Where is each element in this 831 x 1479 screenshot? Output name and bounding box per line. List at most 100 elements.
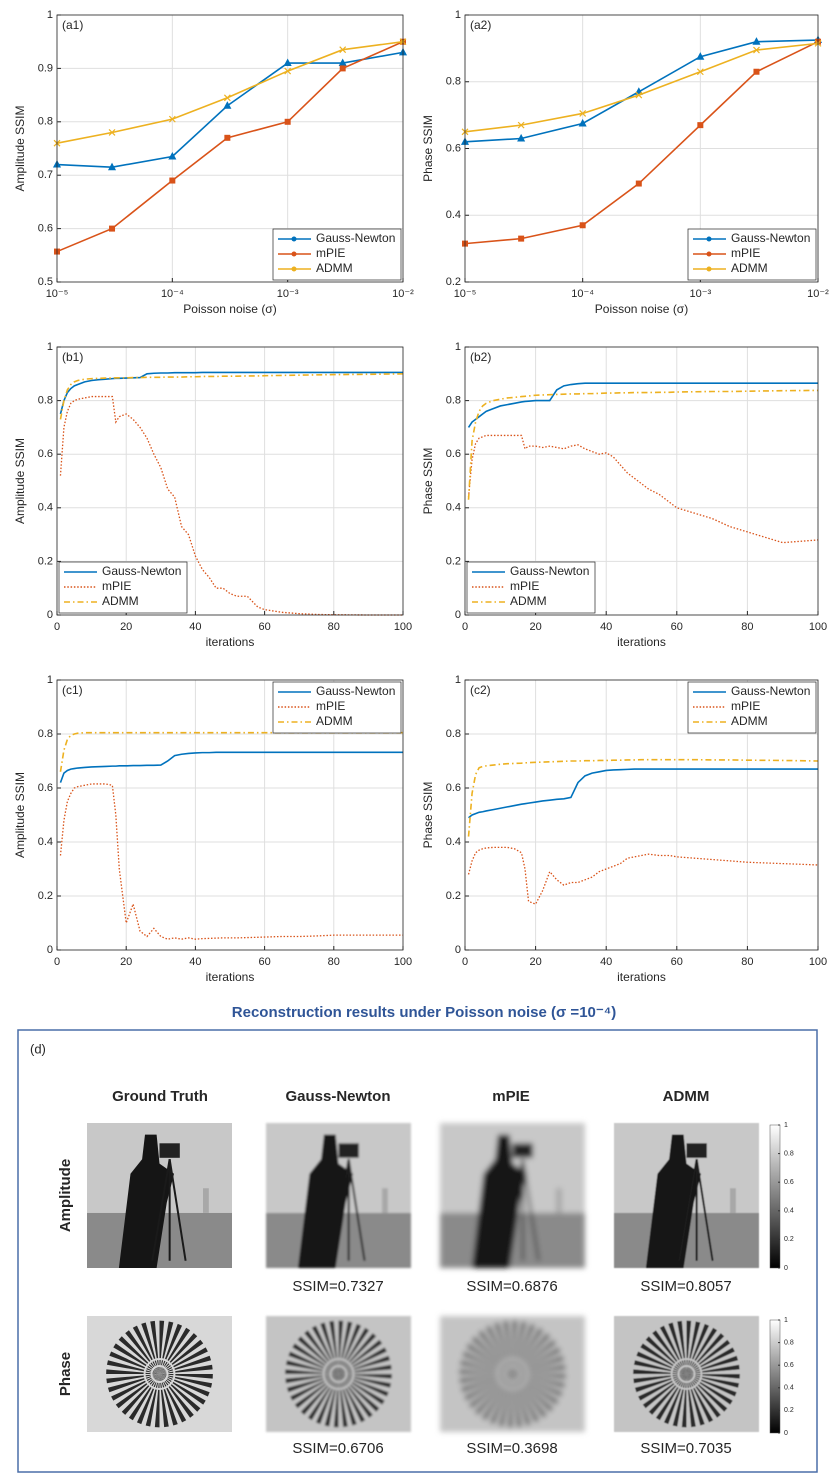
x-tick-label: 80 xyxy=(741,956,753,968)
spoke xyxy=(459,1360,513,1374)
spoke xyxy=(466,1343,513,1374)
legend-label: ADMM xyxy=(510,594,547,608)
spoke xyxy=(686,1323,710,1374)
legend-label: mPIE xyxy=(731,699,760,713)
x-tick-label: 0 xyxy=(54,956,60,968)
spoke xyxy=(686,1327,718,1374)
spoke xyxy=(459,1374,513,1384)
spoke xyxy=(633,1369,687,1374)
marker xyxy=(517,121,525,129)
legend-marker xyxy=(291,266,297,272)
spoke xyxy=(300,1374,339,1415)
marker xyxy=(578,118,587,127)
x-tick-label: 10⁻⁵ xyxy=(454,288,477,300)
spoke xyxy=(159,1374,213,1379)
amplitude-image xyxy=(614,1123,759,1268)
column-header: Ground Truth xyxy=(112,1088,208,1105)
x-tick-label: 80 xyxy=(328,621,340,633)
y-tick-label: 0.8 xyxy=(38,395,53,407)
x-tick-label: 20 xyxy=(120,621,132,633)
legend-label: mPIE xyxy=(316,246,345,260)
y-tick-label: 0 xyxy=(47,944,53,956)
spoke xyxy=(338,1374,392,1379)
x-tick-label: 60 xyxy=(258,956,270,968)
spoke xyxy=(121,1374,160,1415)
series-line xyxy=(467,758,819,837)
spoke xyxy=(659,1325,687,1374)
spoke xyxy=(648,1374,687,1415)
spoke xyxy=(141,1322,160,1374)
spoke xyxy=(324,1374,339,1427)
x-tick-label: 10⁻⁵ xyxy=(46,288,69,300)
legend-label: ADMM xyxy=(731,714,768,728)
x-axis-label: iterations xyxy=(206,635,255,649)
spoke xyxy=(686,1374,721,1418)
series-line xyxy=(59,373,404,420)
spoke xyxy=(512,1374,566,1388)
spoke xyxy=(320,1322,339,1374)
ring xyxy=(503,1364,522,1384)
marker xyxy=(223,94,231,102)
camera xyxy=(338,1143,359,1158)
spoke xyxy=(478,1330,513,1374)
x-tick-label: 40 xyxy=(189,956,201,968)
colorbar-tick-label: 0.6 xyxy=(784,1179,794,1186)
spoke xyxy=(485,1325,513,1374)
legend-label: ADMM xyxy=(316,714,353,728)
x-tick-label: 80 xyxy=(328,956,340,968)
legend xyxy=(272,681,402,734)
y-tick-label: 0.2 xyxy=(38,555,53,567)
y-tick-label: 0.2 xyxy=(446,890,461,902)
spoke xyxy=(286,1374,339,1393)
spoke xyxy=(686,1374,740,1388)
spoke xyxy=(338,1323,362,1374)
x-axis-label: iterations xyxy=(617,635,666,649)
plot-frame xyxy=(464,14,819,283)
spoke xyxy=(115,1374,160,1409)
x-tick-label: 20 xyxy=(120,956,132,968)
spoke xyxy=(294,1374,339,1409)
spoke xyxy=(512,1364,566,1374)
y-tick-label: 0 xyxy=(455,944,461,956)
legend xyxy=(687,681,817,734)
spoke xyxy=(677,1320,687,1374)
x-tick-label: 100 xyxy=(394,956,412,968)
spoke xyxy=(159,1339,204,1374)
building xyxy=(556,1188,562,1213)
ssim-label: SSIM=0.7035 xyxy=(640,1440,731,1457)
spoke xyxy=(512,1347,561,1374)
spoke xyxy=(512,1333,551,1374)
column-header: Gauss-Newton xyxy=(285,1088,390,1105)
tripod xyxy=(330,1159,350,1261)
spoke xyxy=(285,1374,339,1384)
spoke xyxy=(136,1374,160,1425)
ssim-label: SSIM=0.6876 xyxy=(466,1278,557,1295)
y-tick-label: 0.4 xyxy=(446,209,461,221)
spoke xyxy=(333,1374,339,1428)
spoke xyxy=(686,1374,696,1428)
ssim-label: SSIM=0.3698 xyxy=(466,1440,557,1457)
legend-label: Gauss-Newton xyxy=(316,231,395,245)
x-tick-label: 100 xyxy=(809,956,827,968)
colorbar-tick-label: 0.6 xyxy=(784,1362,794,1369)
y-tick-label: 0.6 xyxy=(38,223,53,235)
marker xyxy=(579,222,586,229)
y-tick-label: 0.2 xyxy=(38,890,53,902)
tripod xyxy=(678,1159,698,1261)
y-tick-label: 0.8 xyxy=(446,728,461,740)
spoke xyxy=(159,1374,206,1405)
legend-label: ADMM xyxy=(102,594,139,608)
spoke xyxy=(338,1320,344,1374)
legend-label: Gauss-Newton xyxy=(102,564,181,578)
y-tick-label: 1 xyxy=(47,674,53,686)
spoke xyxy=(304,1330,339,1374)
marker xyxy=(339,46,347,54)
legend xyxy=(466,561,596,614)
tripod xyxy=(151,1159,171,1261)
spoke xyxy=(159,1364,213,1374)
spoke xyxy=(468,1374,513,1409)
figure xyxy=(471,1134,527,1268)
y-tick-label: 1 xyxy=(455,674,461,686)
y-tick-label: 0.6 xyxy=(446,142,461,154)
legend-label: mPIE xyxy=(731,246,760,260)
